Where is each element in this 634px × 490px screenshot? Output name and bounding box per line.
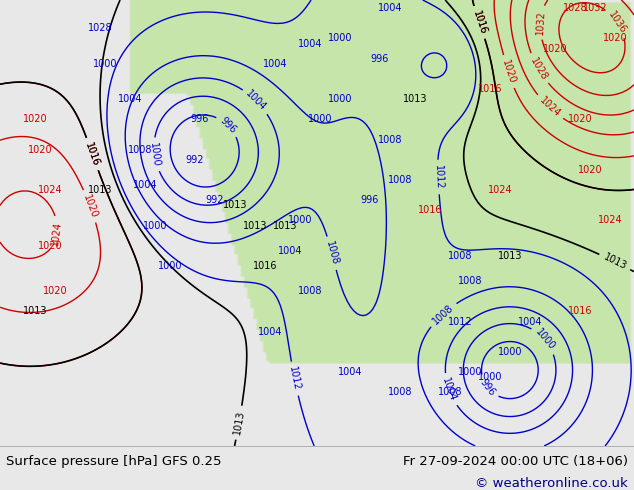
Text: 1000: 1000 [498,347,522,357]
Text: 1004: 1004 [258,327,282,337]
Text: 1013: 1013 [602,252,628,272]
Text: 1004: 1004 [338,367,362,377]
Text: 1000: 1000 [143,220,167,230]
Text: 1016: 1016 [84,141,101,167]
Text: 996: 996 [218,116,238,136]
Text: 1020: 1020 [37,241,62,251]
Text: 1000: 1000 [288,216,313,225]
Text: 996: 996 [371,54,389,64]
Text: 1016: 1016 [470,9,488,36]
Text: 1013: 1013 [223,200,247,210]
Text: 1028: 1028 [87,24,112,33]
Text: 1013: 1013 [232,410,246,436]
Text: 1036: 1036 [606,9,628,35]
Text: 996: 996 [191,114,209,124]
Text: 992: 992 [186,155,204,165]
Text: 1016: 1016 [253,261,277,271]
Text: 996: 996 [478,377,497,398]
Text: 1008: 1008 [448,251,472,261]
Text: 1008: 1008 [378,135,402,145]
Text: 1000: 1000 [307,114,332,124]
Text: 992: 992 [206,195,224,205]
Text: 1000: 1000 [328,94,353,104]
Text: 1000: 1000 [148,142,161,168]
Text: 1013: 1013 [273,220,297,230]
Text: 1016: 1016 [568,306,592,317]
Text: 1032: 1032 [583,3,607,13]
Text: 1000: 1000 [478,372,502,382]
Text: 1020: 1020 [578,165,602,175]
Text: 1000: 1000 [533,327,557,352]
Text: 1032: 1032 [534,10,546,35]
Text: 1004: 1004 [133,180,157,190]
Text: 1013: 1013 [23,306,48,317]
Text: 1013: 1013 [87,185,112,195]
Text: 1008: 1008 [388,387,412,397]
Text: 1000: 1000 [93,59,117,69]
Text: 1000: 1000 [458,367,482,377]
Text: 1004: 1004 [262,59,287,69]
Text: 1004: 1004 [278,246,302,256]
Text: 1004: 1004 [118,94,142,104]
Text: 1008: 1008 [127,145,152,155]
Text: 996: 996 [361,195,379,205]
Text: 1013: 1013 [243,220,268,230]
Text: 1016: 1016 [418,205,443,215]
Text: 1008: 1008 [437,387,462,397]
Text: 1020: 1020 [23,114,48,124]
Text: 1013: 1013 [403,94,427,104]
Text: 1024: 1024 [51,220,63,246]
Text: 1016: 1016 [478,84,502,94]
Text: 1020: 1020 [603,33,627,44]
Text: 1012: 1012 [287,366,302,392]
Text: 1004: 1004 [518,317,542,326]
Text: 1012: 1012 [448,317,472,326]
Text: 1004: 1004 [298,39,322,49]
Text: 1024: 1024 [488,185,512,195]
Text: 1020: 1020 [81,193,99,220]
Text: 1012: 1012 [432,165,444,190]
Text: 1008: 1008 [430,302,455,326]
Text: 1016: 1016 [84,141,101,167]
Text: 1028: 1028 [563,3,587,13]
Text: Surface pressure [hPa] GFS 0.25: Surface pressure [hPa] GFS 0.25 [6,455,222,468]
Text: 1000: 1000 [328,33,353,44]
Text: 1024: 1024 [37,185,62,195]
Text: 1020: 1020 [543,44,567,53]
Text: 1020: 1020 [500,58,517,85]
Text: 1004: 1004 [244,89,268,113]
Text: 1008: 1008 [388,175,412,185]
Text: 1008: 1008 [298,286,322,296]
Text: 1016: 1016 [470,9,488,36]
Text: 1013: 1013 [498,251,522,261]
Text: 1008: 1008 [458,276,482,286]
Text: 1024: 1024 [537,96,562,120]
Text: 1020: 1020 [42,286,67,296]
Text: 1000: 1000 [158,261,182,271]
Text: 1004: 1004 [378,3,402,13]
Text: Fr 27-09-2024 00:00 UTC (18+06): Fr 27-09-2024 00:00 UTC (18+06) [403,455,628,468]
Text: 1024: 1024 [598,216,623,225]
Text: 1004: 1004 [440,377,458,403]
Text: 1028: 1028 [528,56,549,82]
Text: 1020: 1020 [28,145,53,155]
Text: © weatheronline.co.uk: © weatheronline.co.uk [475,477,628,490]
Text: 1008: 1008 [324,240,340,267]
Text: 1020: 1020 [567,114,592,124]
